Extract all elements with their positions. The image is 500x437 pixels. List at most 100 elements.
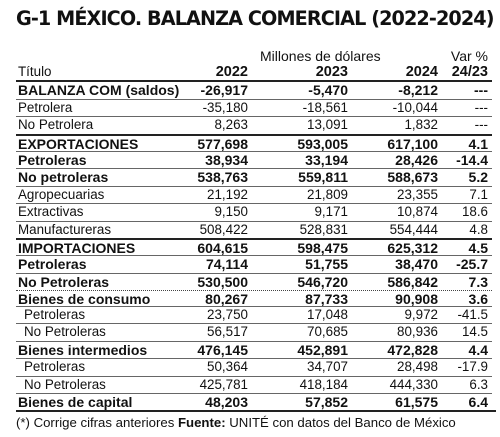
table-row: EXPORTACIONES 577,698 593,005 617,100 4.1 bbox=[16, 133, 492, 152]
cell-2022: 56,517 bbox=[207, 324, 248, 340]
cell-2023: 33,194 bbox=[305, 151, 348, 168]
table-row: Bienes de consumo 80,267 87,733 90,908 3.6 bbox=[16, 290, 492, 308]
footnote-note: (*) Corrige cifras anteriores bbox=[16, 415, 175, 430]
cell-2022: 48,203 bbox=[205, 393, 248, 410]
cell-2024: -10,044 bbox=[392, 99, 438, 115]
cell-2024: 586,842 bbox=[387, 273, 438, 290]
footnote-source-text: UNITÉ con datos del Banco de México bbox=[229, 415, 456, 430]
row-label: Bienes intermedios bbox=[18, 341, 148, 358]
cell-2023: 34,707 bbox=[307, 359, 348, 375]
cell-var: 18.6 bbox=[461, 204, 488, 220]
cell-2022: 50,364 bbox=[207, 359, 248, 375]
table-row: Manufactureras 508,422 528,831 554,444 4.8 bbox=[16, 220, 492, 238]
cell-2022: 74,114 bbox=[205, 256, 248, 273]
row-label: BALANZA COM (saldos) bbox=[18, 82, 180, 99]
row-label: Extractivas bbox=[18, 204, 84, 220]
column-header-2022: 2022 bbox=[215, 64, 248, 80]
cell-var: --- bbox=[474, 99, 488, 115]
table-row: Petroleras 23,750 17,048 9,972 -41.5 bbox=[16, 305, 492, 323]
row-label: No Petroleras bbox=[24, 324, 106, 340]
cell-2022: 508,422 bbox=[199, 221, 248, 237]
column-header-title: Título bbox=[18, 64, 52, 79]
cell-2024: 23,355 bbox=[397, 186, 438, 202]
cell-2023: 70,685 bbox=[307, 324, 348, 340]
cell-2023: 21,809 bbox=[307, 186, 348, 202]
page-title: G-1 MÉXICO. BALANZA COMERCIAL (2022-2024… bbox=[16, 7, 495, 30]
cell-2024: 444,330 bbox=[389, 376, 438, 392]
cell-2023: 452,891 bbox=[297, 341, 348, 358]
cell-2023: -18,561 bbox=[302, 99, 348, 115]
cell-2022: 21,192 bbox=[207, 186, 248, 202]
cell-2022: 425,781 bbox=[199, 376, 248, 392]
row-label: Petroleras bbox=[24, 306, 86, 322]
cell-2024: 38,470 bbox=[395, 256, 438, 273]
cell-var: 14.5 bbox=[461, 324, 488, 340]
cell-2023: 418,184 bbox=[299, 376, 348, 392]
cell-var: 4.5 bbox=[468, 239, 488, 256]
cell-2024: 28,426 bbox=[395, 151, 438, 168]
row-label: IMPORTACIONES bbox=[18, 239, 136, 256]
cell-var: -17.9 bbox=[457, 359, 488, 375]
table-row: No Petroleras 425,781 418,184 444,330 6.3 bbox=[16, 375, 492, 393]
cell-var: 7.3 bbox=[468, 273, 488, 290]
cell-var: 4.4 bbox=[468, 341, 488, 358]
row-label: No Petrolera bbox=[18, 117, 94, 133]
cell-2022: 8,263 bbox=[214, 117, 248, 133]
row-label: No Petroleras bbox=[18, 273, 110, 290]
cell-var: --- bbox=[474, 82, 488, 99]
cell-var: -14.4 bbox=[456, 151, 488, 168]
table-row: Bienes de capital 48,203 57,852 61,575 6.4 bbox=[16, 392, 492, 410]
footnote-source-label: Fuente: bbox=[177, 415, 226, 430]
row-label: No petroleras bbox=[18, 169, 109, 186]
cell-2024: 61,575 bbox=[395, 393, 438, 410]
row-label: Petroleras bbox=[24, 359, 86, 375]
cell-var: 3.6 bbox=[468, 291, 488, 308]
var-header: Var % bbox=[450, 48, 488, 64]
table-row: Petroleras 38,934 33,194 28,426 -14.4 bbox=[16, 150, 492, 168]
row-label: Bienes de capital bbox=[18, 393, 133, 410]
column-header-2024: 2024 bbox=[405, 64, 438, 80]
cell-2023: 17,048 bbox=[307, 306, 348, 322]
row-label: Manufactureras bbox=[18, 221, 112, 237]
table-row: Petroleras 74,114 51,755 38,470 -25.7 bbox=[16, 255, 492, 272]
cell-2023: 9,171 bbox=[314, 204, 348, 220]
column-header-var: 24/23 bbox=[451, 64, 488, 80]
cell-2022: 23,750 bbox=[207, 306, 248, 322]
cell-2022: 538,763 bbox=[197, 169, 248, 186]
cell-var: -41.5 bbox=[457, 306, 488, 322]
table-row: No Petroleras 56,517 70,685 80,936 14.5 bbox=[16, 323, 492, 340]
cell-2023: 593,005 bbox=[297, 135, 348, 152]
cell-2024: 588,673 bbox=[387, 169, 438, 186]
cell-2023: 51,755 bbox=[305, 256, 348, 273]
cell-2023: 57,852 bbox=[305, 393, 348, 410]
table-row: No petroleras 538,763 559,811 588,673 5.2 bbox=[16, 168, 492, 185]
cell-2023: 87,733 bbox=[305, 291, 348, 308]
cell-2024: 80,936 bbox=[397, 324, 438, 340]
column-header-row: Título 2022 2023 2024 24/23 bbox=[16, 64, 492, 80]
row-label: Petrolera bbox=[18, 99, 73, 115]
cell-2022: -26,917 bbox=[200, 82, 248, 99]
cell-2022: 80,267 bbox=[205, 291, 248, 308]
footnote: (*) Corrige cifras anteriores Fuente: UN… bbox=[16, 410, 496, 432]
cell-2022: 9,150 bbox=[214, 204, 248, 220]
row-label: Petroleras bbox=[18, 151, 87, 168]
cell-2022: 530,500 bbox=[197, 273, 248, 290]
row-label: Petroleras bbox=[18, 256, 87, 273]
table-units-header: Millones de dólares Var % bbox=[16, 48, 492, 64]
table-row: BALANZA COM (saldos) -26,917 -5,470 -8,212 -… bbox=[16, 80, 492, 98]
cell-2023: 528,831 bbox=[299, 221, 348, 237]
cell-2024: 9,972 bbox=[404, 306, 438, 322]
cell-2022: 476,145 bbox=[197, 341, 248, 358]
table-row: IMPORTACIONES 604,615 598,475 625,312 4.5 bbox=[16, 237, 492, 256]
cell-2024: -8,212 bbox=[398, 82, 438, 99]
table-row: No Petrolera 8,263 13,091 1,832 --- bbox=[16, 116, 492, 133]
cell-2024: 1,832 bbox=[404, 117, 438, 133]
cell-var: 6.4 bbox=[468, 393, 488, 410]
cell-var: 6.3 bbox=[469, 376, 488, 392]
cell-var: 7.1 bbox=[469, 186, 488, 202]
table-body: BALANZA COM (saldos) -26,917 -5,470 -8,212-… bbox=[16, 80, 492, 410]
cell-2023: 546,720 bbox=[297, 273, 348, 290]
cell-2024: 90,908 bbox=[395, 291, 438, 308]
cell-2023: 598,475 bbox=[297, 239, 348, 256]
cell-2024: 10,874 bbox=[397, 204, 438, 220]
